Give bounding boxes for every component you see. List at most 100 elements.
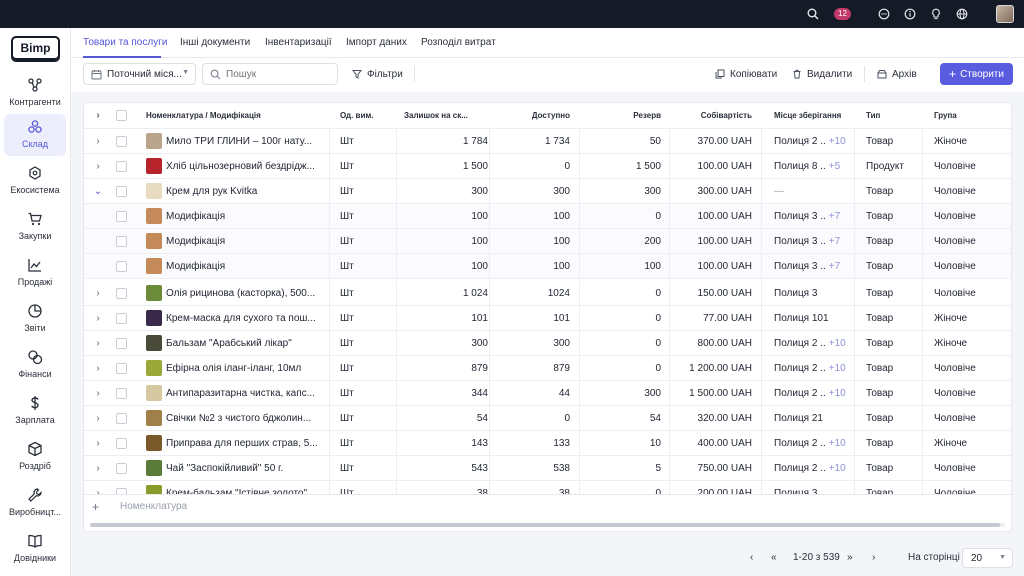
table-row[interactable]: › Антипаразитарна чистка, капс... Шт 344 44 3… xyxy=(84,381,1011,406)
add-row[interactable]: + Номенклатура xyxy=(84,494,1011,518)
sidebar-item-contractors[interactable]: Контрагенти xyxy=(4,72,66,114)
table-row[interactable]: › Хліб цільнозерновий бездрідж... Шт 1 500 0… xyxy=(84,154,1011,179)
header-unit[interactable]: Од. вим. xyxy=(340,111,374,120)
chevron-right-icon[interactable]: › xyxy=(96,462,100,474)
row-checkbox[interactable] xyxy=(116,331,130,355)
table-row[interactable]: › Мило ТРИ ГЛИНИ – 100г нату... Шт 1 784 1 7… xyxy=(84,129,1011,154)
row-checkbox[interactable] xyxy=(116,129,130,153)
tab-inventories[interactable]: Інвентаризації xyxy=(265,37,332,48)
row-name[interactable]: Крем для рук Kvitka xyxy=(146,179,326,203)
header-storage[interactable]: Місце зберігання xyxy=(774,111,842,120)
row-checkbox[interactable] xyxy=(116,356,130,380)
storage-more-badge[interactable]: +10 xyxy=(828,362,846,374)
row-checkbox[interactable] xyxy=(116,406,130,430)
storage-more-badge[interactable]: +10 xyxy=(828,387,846,399)
row-checkbox[interactable] xyxy=(116,281,130,305)
header-name[interactable]: Номенклатура / Модифікація xyxy=(146,111,261,120)
row-name[interactable]: Свічки №2 з чистого бджолин... xyxy=(146,406,326,430)
chevron-right-icon[interactable]: › xyxy=(96,312,100,324)
expand-all-icon[interactable]: › xyxy=(96,110,100,121)
storage-more-badge[interactable]: +7 xyxy=(828,235,841,247)
archive-button[interactable]: Архів xyxy=(876,67,917,81)
chevron-right-icon[interactable]: › xyxy=(96,412,100,424)
period-select[interactable]: Поточний міся... ▼ xyxy=(83,63,196,85)
last-page-icon[interactable]: » xyxy=(847,552,853,563)
sidebar-item-sales[interactable]: Продажі xyxy=(4,252,66,294)
chat-icon[interactable] xyxy=(876,6,892,22)
table-row[interactable]: Модифікація Шт 100 100 100 100.00 UAH Товар Чол… xyxy=(84,254,1011,279)
info-icon[interactable] xyxy=(902,6,918,22)
per-page-select[interactable]: 20 ▼ xyxy=(962,548,1013,568)
logo[interactable]: Bimp xyxy=(11,36,60,60)
copy-button[interactable]: Копіювати xyxy=(714,67,777,81)
table-row[interactable]: ⌄ Крем для рук Kvitka Шт 300 300 300 300.00 UA… xyxy=(84,179,1011,204)
row-name[interactable]: Бальзам "Арабський лікар" xyxy=(146,331,326,355)
filters-button[interactable]: Фільтри xyxy=(351,67,403,81)
row-name[interactable]: Антипаразитарна чистка, капс... xyxy=(146,381,326,405)
row-name[interactable]: Хліб цільнозерновий бездрідж... xyxy=(146,154,326,178)
row-name[interactable]: Модифікація xyxy=(146,204,326,228)
select-all-checkbox[interactable] xyxy=(116,103,130,128)
table-row[interactable]: › Ефірна олія іланг-іланг, 10мл Шт 879 879 0 1… xyxy=(84,356,1011,381)
globe-icon[interactable] xyxy=(954,6,970,22)
create-button[interactable]: + Створити xyxy=(940,63,1013,85)
tab-other-documents[interactable]: Інші документи xyxy=(180,37,251,48)
row-checkbox[interactable] xyxy=(116,179,130,203)
row-name[interactable]: Крем-маска для сухого та пош... xyxy=(146,306,326,330)
horizontal-scrollbar[interactable] xyxy=(84,521,1011,529)
chevron-right-icon[interactable]: › xyxy=(96,362,100,374)
row-name[interactable]: Чай "Заспокійливий" 50 г. xyxy=(146,456,326,480)
storage-more-badge[interactable]: +10 xyxy=(828,437,846,449)
storage-more-badge[interactable]: +10 xyxy=(828,135,846,147)
row-checkbox[interactable] xyxy=(116,381,130,405)
row-name[interactable]: Ефірна олія іланг-іланг, 10мл xyxy=(146,356,326,380)
chevron-right-icon[interactable]: › xyxy=(96,287,100,299)
table-row[interactable]: Модифікація Шт 100 100 200 100.00 UAH Товар Чол… xyxy=(84,229,1011,254)
notification-badge[interactable]: 12 xyxy=(834,8,851,20)
table-row[interactable]: › Чай "Заспокійливий" 50 г. Шт 543 538 5 750.0… xyxy=(84,456,1011,481)
row-name[interactable]: Модифікація xyxy=(146,254,326,278)
sidebar-item-salary[interactable]: Зарплата xyxy=(4,390,66,432)
row-checkbox[interactable] xyxy=(116,204,130,228)
storage-more-badge[interactable]: +7 xyxy=(828,260,841,272)
header-stock[interactable]: Залишок на ск... xyxy=(404,111,468,120)
row-checkbox[interactable] xyxy=(116,456,130,480)
chevron-right-icon[interactable]: › xyxy=(96,160,100,172)
search-input[interactable] xyxy=(226,68,326,80)
table-row[interactable]: › Крем-маска для сухого та пош... Шт 101 101… xyxy=(84,306,1011,331)
storage-more-badge[interactable]: +10 xyxy=(828,337,846,349)
chevron-right-icon[interactable]: › xyxy=(96,337,100,349)
avatar[interactable] xyxy=(996,5,1014,23)
row-checkbox[interactable] xyxy=(116,431,130,455)
row-name[interactable]: Олія рицинова (касторка), 500... xyxy=(146,281,326,305)
table-row[interactable]: › Олія рицинова (касторка), 500... Шт 1 024… xyxy=(84,281,1011,306)
table-row[interactable]: › Приправа для перших страв, 5... Шт 143 133… xyxy=(84,431,1011,456)
storage-more-badge[interactable]: +10 xyxy=(828,462,846,474)
storage-more-badge[interactable]: +5 xyxy=(828,160,841,172)
sidebar-item-reports[interactable]: Звіти xyxy=(4,298,66,340)
next-page-icon[interactable]: › xyxy=(872,552,876,563)
row-checkbox[interactable] xyxy=(116,306,130,330)
sidebar-item-retail[interactable]: Роздріб xyxy=(4,436,66,478)
search-field[interactable] xyxy=(202,63,338,85)
plus-icon[interactable]: + xyxy=(92,500,100,514)
tab-goods-services[interactable]: Товари та послуги xyxy=(83,37,168,48)
sidebar-item-references[interactable]: Довідники xyxy=(4,528,66,570)
storage-more-badge[interactable]: +7 xyxy=(828,210,841,222)
row-name[interactable]: Мило ТРИ ГЛИНИ – 100г нату... xyxy=(146,129,326,153)
search-icon[interactable] xyxy=(805,6,821,22)
row-name[interactable]: Модифікація xyxy=(146,229,326,253)
chevron-right-icon[interactable]: › xyxy=(96,437,100,449)
delete-button[interactable]: Видалити xyxy=(791,67,852,81)
chevron-right-icon[interactable]: › xyxy=(96,487,100,499)
prev-page-icon[interactable]: ‹ xyxy=(750,552,754,563)
sidebar-item-ecosystem[interactable]: Екосистема xyxy=(4,160,66,202)
table-row[interactable]: Модифікація Шт 100 100 0 100.00 UAH Товар Чолов… xyxy=(84,204,1011,229)
sidebar-item-production[interactable]: Виробницт... xyxy=(4,482,66,524)
row-checkbox[interactable] xyxy=(116,154,130,178)
header-cost[interactable]: Собівартість xyxy=(700,111,752,120)
tab-data-import[interactable]: Імпорт даних xyxy=(346,37,407,48)
row-checkbox[interactable] xyxy=(116,254,130,278)
chevron-down-icon[interactable]: ⌄ xyxy=(93,185,103,197)
header-type[interactable]: Тип xyxy=(866,111,881,120)
